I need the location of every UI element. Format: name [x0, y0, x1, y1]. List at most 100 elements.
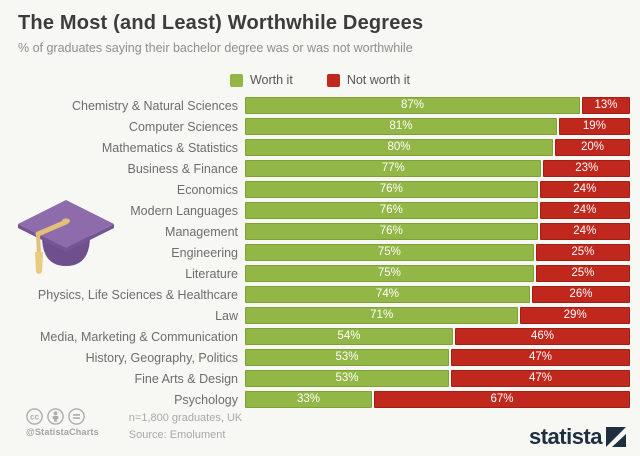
category-label: History, Geography, Politics — [85, 350, 238, 365]
chart-row: Engineering 75% 25% — [0, 244, 630, 261]
not-worth-it-value: 26% — [569, 287, 593, 300]
worth-it-value: 76% — [379, 182, 403, 195]
chart-row: Mathematics & Statistics 80% 20% — [0, 139, 630, 156]
category-label: Computer Sciences — [128, 119, 238, 134]
statista-logo: statista — [529, 426, 626, 450]
chart-row: Chemistry & Natural Sciences 87% 13% — [0, 97, 630, 114]
worth-it-value: 53% — [335, 371, 359, 384]
legend-label-worth-it: Worth it — [249, 73, 293, 87]
no-derivatives-icon — [68, 408, 85, 425]
svg-text:cc: cc — [30, 412, 39, 421]
chart-row: Fine Arts & Design 53% 47% — [0, 370, 630, 387]
chart-row: Physics, Life Sciences & Healthcare 74% 26… — [0, 286, 630, 303]
chart-row: Literature 75% 25% — [0, 265, 630, 282]
not-worth-it-value: 67% — [490, 392, 514, 405]
not-worth-it-value: 47% — [529, 371, 553, 384]
not-worth-it-value: 13% — [594, 98, 618, 111]
not-worth-it-segment: 46% — [454, 328, 630, 345]
category-label: Law — [215, 308, 238, 323]
legend: Worth it Not worth it — [0, 73, 640, 87]
worth-it-value: 87% — [400, 98, 424, 111]
worth-it-segment: 33% — [245, 391, 373, 408]
worth-it-segment: 71% — [245, 307, 519, 324]
cc-icon: cc — [26, 408, 43, 425]
worth-it-value: 77% — [381, 161, 405, 174]
worth-it-value: 74% — [375, 287, 399, 300]
worth-it-value: 71% — [370, 308, 394, 321]
chart-row: Business & Finance 77% 23% — [0, 160, 630, 177]
sample-note: n=1,800 graduates, UK — [128, 412, 243, 424]
worth-it-value: 33% — [297, 392, 321, 405]
not-worth-it-segment: 47% — [451, 349, 630, 366]
not-worth-it-segment: 24% — [539, 223, 630, 240]
category-label: Psychology — [174, 392, 238, 407]
chart-row: Management 76% 24% — [0, 223, 630, 240]
worth-it-segment: 53% — [245, 349, 450, 366]
category-label: Engineering — [171, 245, 238, 260]
not-worth-it-value: 19% — [582, 119, 606, 132]
stacked-bar: 87% 13% — [245, 97, 630, 114]
legend-item-worth-it: Worth it — [229, 73, 293, 87]
chart-title: The Most (and Least) Worthwhile Degrees — [18, 12, 424, 34]
bar-chart: Chemistry & Natural Sciences 87% 13% Comput… — [0, 97, 630, 412]
not-worth-it-segment: 23% — [543, 160, 630, 177]
footer: cc @StatistaCharts n=1,800 graduates, UK… — [26, 408, 626, 450]
worth-it-segment: 77% — [245, 160, 542, 177]
not-worth-it-segment: 67% — [374, 391, 630, 408]
worth-it-segment: 74% — [245, 286, 530, 303]
attribution-icon — [47, 408, 64, 425]
not-worth-it-value: 20% — [580, 140, 605, 153]
not-worth-it-segment: 19% — [558, 118, 630, 135]
chart-row: History, Geography, Politics 53% 47% — [0, 349, 630, 366]
not-worth-it-segment: 25% — [535, 244, 630, 261]
chart-row: Economics 76% 24% — [0, 181, 630, 198]
legend-label-not-worth-it: Not worth it — [346, 73, 411, 87]
not-worth-it-value: 24% — [573, 224, 597, 237]
worth-it-value: 75% — [377, 266, 401, 279]
stacked-bar: 75% 25% — [245, 265, 630, 282]
stacked-bar: 54% 46% — [245, 328, 630, 345]
statista-logo-mark — [606, 427, 626, 447]
not-worth-it-value: 47% — [529, 350, 553, 363]
not-worth-it-segment: 20% — [555, 139, 630, 156]
category-label: Business & Finance — [127, 161, 238, 176]
not-worth-it-value: 29% — [563, 308, 587, 321]
stacked-bar: 33% 67% — [245, 391, 630, 408]
stacked-bar: 74% 26% — [245, 286, 630, 303]
chart-subtitle: % of graduates saying their bachelor deg… — [18, 41, 413, 55]
stacked-bar: 77% 23% — [245, 160, 630, 177]
chart-row: Media, Marketing & Communication 54% 46% — [0, 328, 630, 345]
worth-it-segment: 75% — [245, 244, 534, 261]
category-label: Management — [165, 224, 238, 239]
worth-it-value: 76% — [379, 224, 403, 237]
chart-row: Computer Sciences 81% 19% — [0, 118, 630, 135]
category-label: Mathematics & Statistics — [101, 140, 238, 155]
worth-it-segment: 76% — [245, 223, 538, 240]
license-block: cc @StatistaCharts — [26, 408, 99, 437]
category-label: Physics, Life Sciences & Healthcare — [37, 287, 238, 302]
not-worth-it-segment: 25% — [535, 265, 630, 282]
stacked-bar: 76% 24% — [245, 223, 630, 240]
stacked-bar: 71% 29% — [245, 307, 630, 324]
not-worth-it-segment: 29% — [520, 307, 630, 324]
chart-row: Psychology 33% 67% — [0, 391, 630, 408]
stacked-bar: 76% 24% — [245, 181, 630, 198]
graduation-cap-icon — [18, 200, 114, 274]
not-worth-it-segment: 24% — [539, 202, 630, 219]
license-icons: cc — [26, 408, 99, 425]
not-worth-it-value: 46% — [530, 329, 554, 342]
worth-it-value: 53% — [335, 350, 359, 363]
statista-handle: @StatistaCharts — [26, 427, 99, 437]
not-worth-it-value: 24% — [573, 182, 597, 195]
not-worth-it-value: 25% — [571, 266, 595, 279]
source-note: Source: Emolument — [128, 429, 226, 442]
worth-it-segment: 80% — [245, 139, 553, 156]
statista-logo-text: statista — [528, 424, 603, 449]
not-worth-it-segment: 13% — [581, 97, 630, 114]
worth-it-segment: 76% — [245, 181, 538, 198]
footnotes: n=1,800 graduates, UK Source: Emolument — [129, 408, 242, 444]
worth-it-value: 75% — [377, 245, 401, 258]
worth-it-value: 81% — [389, 119, 413, 132]
not-worth-it-value: 25% — [571, 245, 595, 258]
